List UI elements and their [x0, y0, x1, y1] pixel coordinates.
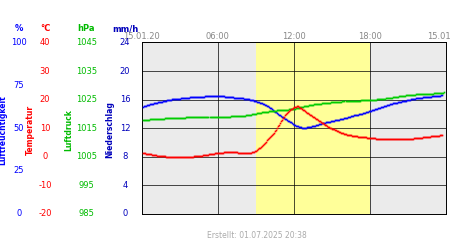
Text: 25: 25: [14, 166, 24, 175]
Text: 985: 985: [78, 209, 94, 218]
Text: mm/h: mm/h: [112, 24, 138, 33]
Text: Niederschlag: Niederschlag: [105, 102, 114, 158]
Text: -10: -10: [38, 181, 52, 190]
Bar: [256, 42, 369, 214]
Text: Luftfeuchtigkeit: Luftfeuchtigkeit: [0, 95, 8, 165]
Text: 50: 50: [14, 124, 24, 132]
Text: Erstellt: 01.07.2025 20:38: Erstellt: 01.07.2025 20:38: [207, 231, 307, 240]
Text: -20: -20: [38, 209, 52, 218]
Text: 40: 40: [40, 38, 50, 47]
Text: 24: 24: [120, 38, 130, 47]
Text: Temperatur: Temperatur: [26, 105, 35, 155]
Text: 1015: 1015: [76, 124, 97, 132]
Text: 100: 100: [11, 38, 27, 47]
Text: 75: 75: [14, 81, 24, 90]
Text: 1025: 1025: [76, 95, 97, 104]
Text: 20: 20: [40, 95, 50, 104]
Text: 0: 0: [122, 209, 128, 218]
Text: 12: 12: [120, 124, 130, 132]
Text: 1045: 1045: [76, 38, 97, 47]
Text: 8: 8: [122, 152, 128, 161]
Text: 1005: 1005: [76, 152, 97, 161]
Text: 4: 4: [122, 181, 128, 190]
Text: 995: 995: [79, 181, 94, 190]
Text: °C: °C: [40, 24, 50, 33]
Text: 10: 10: [40, 124, 50, 132]
Text: 1035: 1035: [76, 66, 97, 76]
Text: 16: 16: [120, 95, 130, 104]
Text: hPa: hPa: [78, 24, 95, 33]
Text: 20: 20: [120, 66, 130, 76]
Text: 30: 30: [40, 66, 50, 76]
Text: Luftdruck: Luftdruck: [64, 109, 73, 151]
Text: %: %: [15, 24, 23, 33]
Text: 0: 0: [16, 209, 22, 218]
Text: 0: 0: [42, 152, 48, 161]
